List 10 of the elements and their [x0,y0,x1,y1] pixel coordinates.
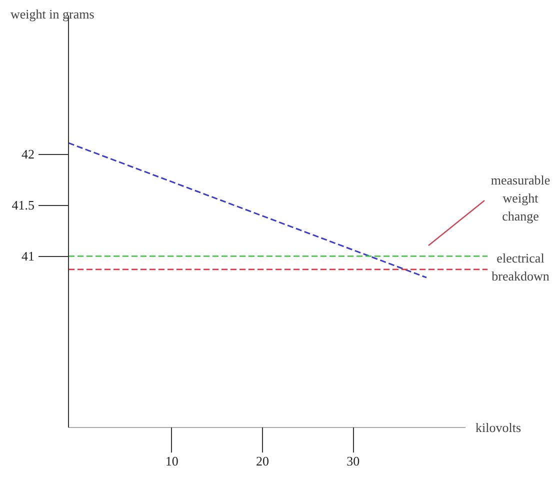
y-tick-label: 42 [22,146,34,162]
ref-line-label: electrical breakdown [492,250,550,284]
x-axis-title: kilovolts [476,420,522,435]
ref-line-label: measurable weight change [490,172,550,224]
x-tick-label: 20 [256,454,269,468]
x-tick-label: 30 [346,454,360,468]
y-tick-label: 41 [22,248,34,264]
y-tick-label: 41.5 [12,198,34,213]
y-axis-title: weight in grams [10,6,94,22]
x-tick-label: 10 [165,454,178,468]
